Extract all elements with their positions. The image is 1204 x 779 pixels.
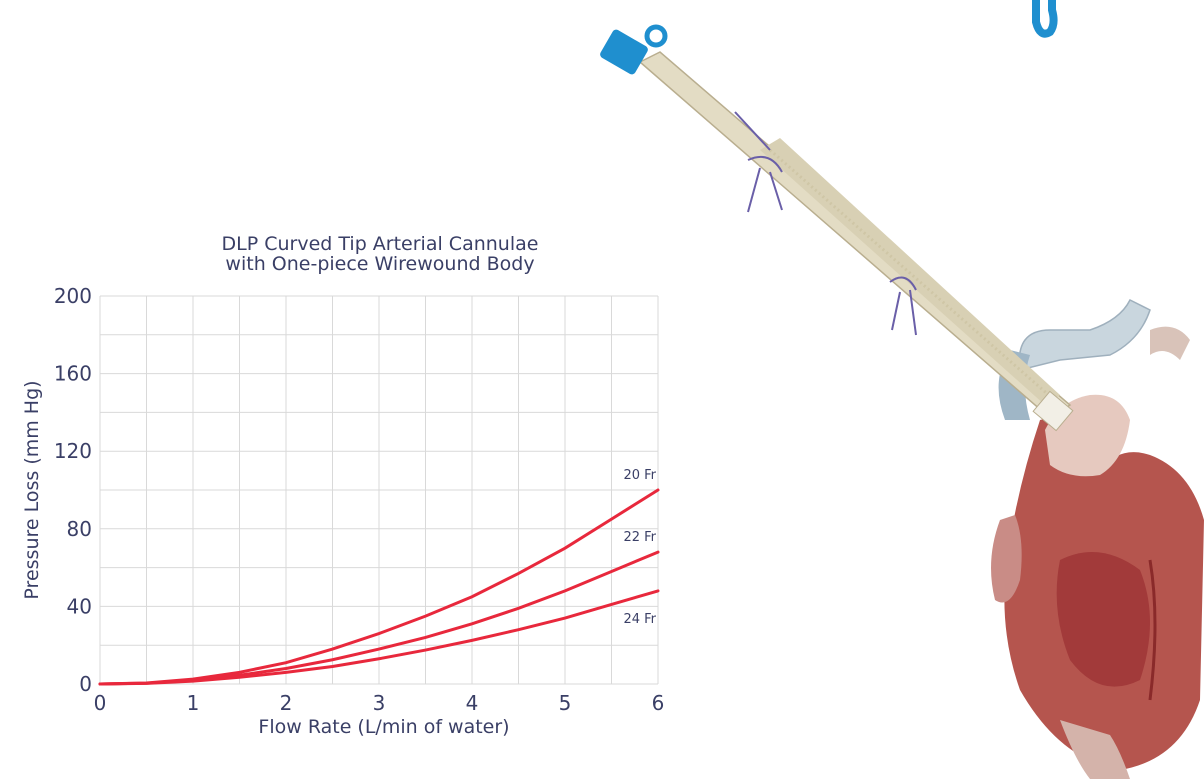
x-axis-label: Flow Rate (L/min of water) (258, 716, 509, 738)
heart-illustration (991, 394, 1204, 779)
y-tick-label: 160 (54, 362, 92, 386)
x-tick-label: 5 (559, 691, 572, 715)
series-lines: 20 Fr 22 Fr 24 Fr (98, 468, 660, 686)
y-tick-label: 0 (79, 672, 92, 696)
axis-ticks: 0 1 2 3 4 5 6 0 40 80 120 160 200 (54, 284, 665, 715)
y-tick-label: 40 (67, 594, 92, 618)
pressure-loss-chart: DLP Curved Tip Arterial Cannulae with On… (21, 233, 665, 738)
series-label: 20 Fr (623, 468, 656, 483)
cannula-illustration (600, 24, 1074, 432)
y-tick-label: 80 (67, 517, 92, 541)
chart-title-line-2: with One-piece Wirewound Body (225, 253, 534, 275)
y-tick-label: 200 (54, 284, 92, 308)
x-tick-label: 6 (652, 691, 665, 715)
grid (99, 295, 659, 685)
series-label: 24 Fr (623, 612, 656, 627)
chart-title-line-1: DLP Curved Tip Arterial Cannulae (222, 233, 539, 255)
x-tick-label: 1 (187, 691, 200, 715)
x-tick-label: 0 (94, 691, 107, 715)
series-label: 22 Fr (623, 530, 656, 545)
y-axis-label: Pressure Loss (mm Hg) (21, 380, 43, 599)
x-tick-label: 2 (280, 691, 293, 715)
x-tick-label: 3 (373, 691, 386, 715)
cannula-cap-icon (600, 29, 648, 75)
series-line-24-fr (98, 589, 660, 686)
y-tick-label: 120 (54, 439, 92, 463)
x-tick-label: 4 (466, 691, 479, 715)
blue-hook-icon (1032, 0, 1058, 38)
